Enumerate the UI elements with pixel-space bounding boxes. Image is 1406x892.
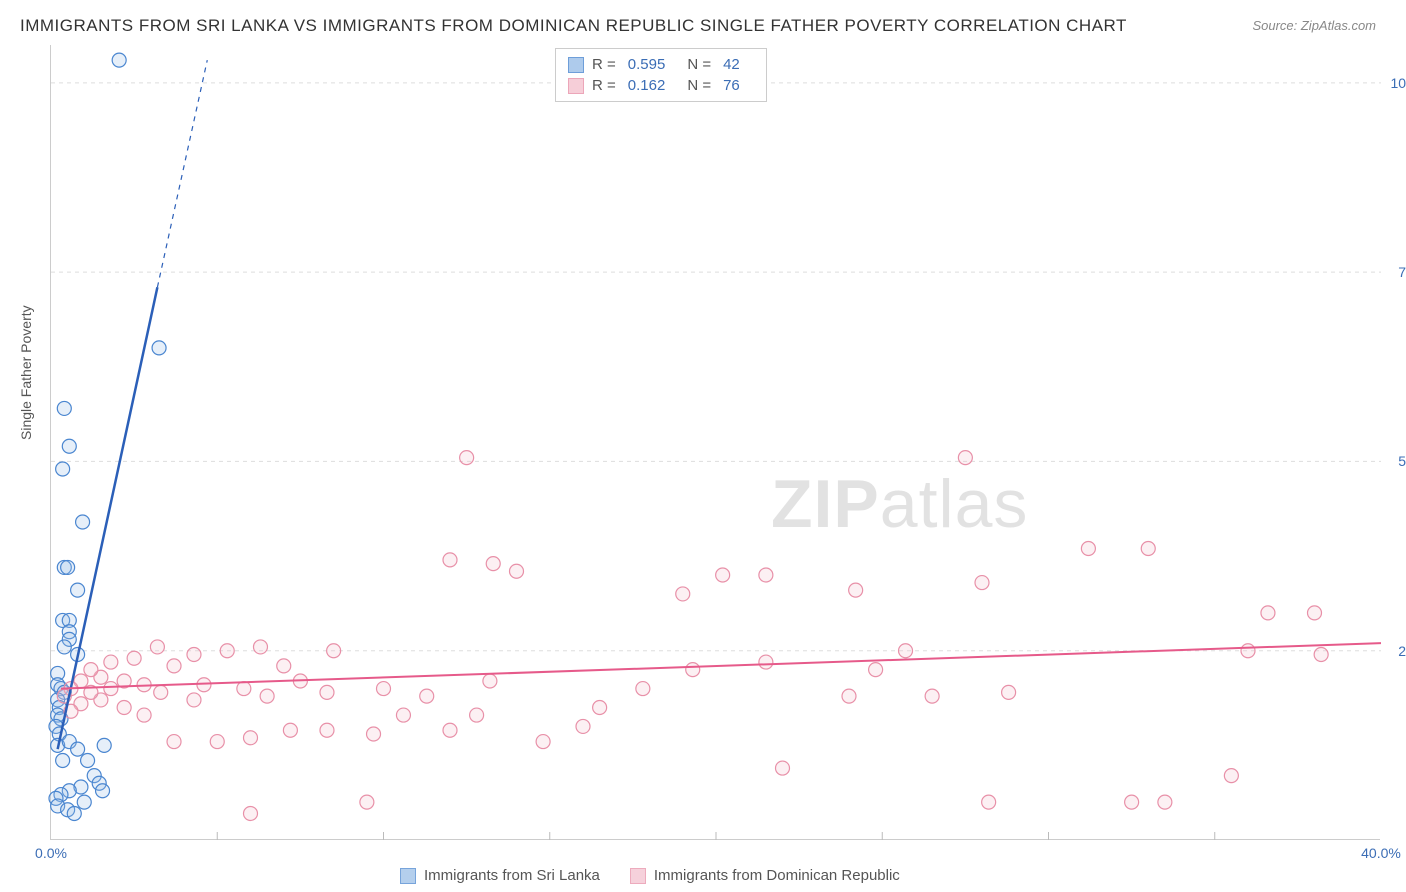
- n-label: N =: [687, 77, 711, 94]
- chart-plot-area: ZIPatlas 25.0%50.0%75.0%100.0%0.0%40.0%: [50, 45, 1380, 840]
- y-tick-label: 100.0%: [1391, 75, 1406, 91]
- bottom-legend: Immigrants from Sri Lanka Immigrants from…: [400, 867, 900, 884]
- r-value: 0.162: [628, 77, 666, 94]
- legend-label: Immigrants from Dominican Republic: [654, 867, 900, 884]
- x-tick-label: 40.0%: [1361, 845, 1401, 861]
- watermark-part2: atlas: [880, 466, 1029, 542]
- n-label: N =: [687, 56, 711, 73]
- n-value: 76: [723, 77, 740, 94]
- legend-item: Immigrants from Sri Lanka: [400, 867, 600, 884]
- scatter-chart-svg: [51, 45, 1380, 839]
- y-tick-label: 25.0%: [1398, 643, 1406, 659]
- series-swatch: [568, 57, 584, 73]
- r-label: R =: [592, 77, 616, 94]
- stats-legend-box: R = 0.595 N = 42 R = 0.162 N = 76: [555, 48, 767, 102]
- watermark-text: ZIPatlas: [771, 465, 1028, 543]
- y-axis-label: Single Father Poverty: [18, 305, 34, 440]
- n-value: 42: [723, 56, 740, 73]
- y-tick-label: 75.0%: [1398, 264, 1406, 280]
- legend-item: Immigrants from Dominican Republic: [630, 867, 900, 884]
- series-swatch: [568, 78, 584, 94]
- stats-row: R = 0.595 N = 42: [568, 54, 754, 75]
- watermark-part1: ZIP: [771, 466, 880, 542]
- r-label: R =: [592, 56, 616, 73]
- stats-row: R = 0.162 N = 76: [568, 75, 754, 96]
- y-tick-label: 50.0%: [1398, 453, 1406, 469]
- source-attribution: Source: ZipAtlas.com: [1252, 18, 1376, 33]
- page-title: IMMIGRANTS FROM SRI LANKA VS IMMIGRANTS …: [20, 16, 1127, 36]
- legend-label: Immigrants from Sri Lanka: [424, 867, 600, 884]
- legend-swatch: [630, 868, 646, 884]
- x-tick-label: 0.0%: [35, 845, 67, 861]
- legend-swatch: [400, 868, 416, 884]
- r-value: 0.595: [628, 56, 666, 73]
